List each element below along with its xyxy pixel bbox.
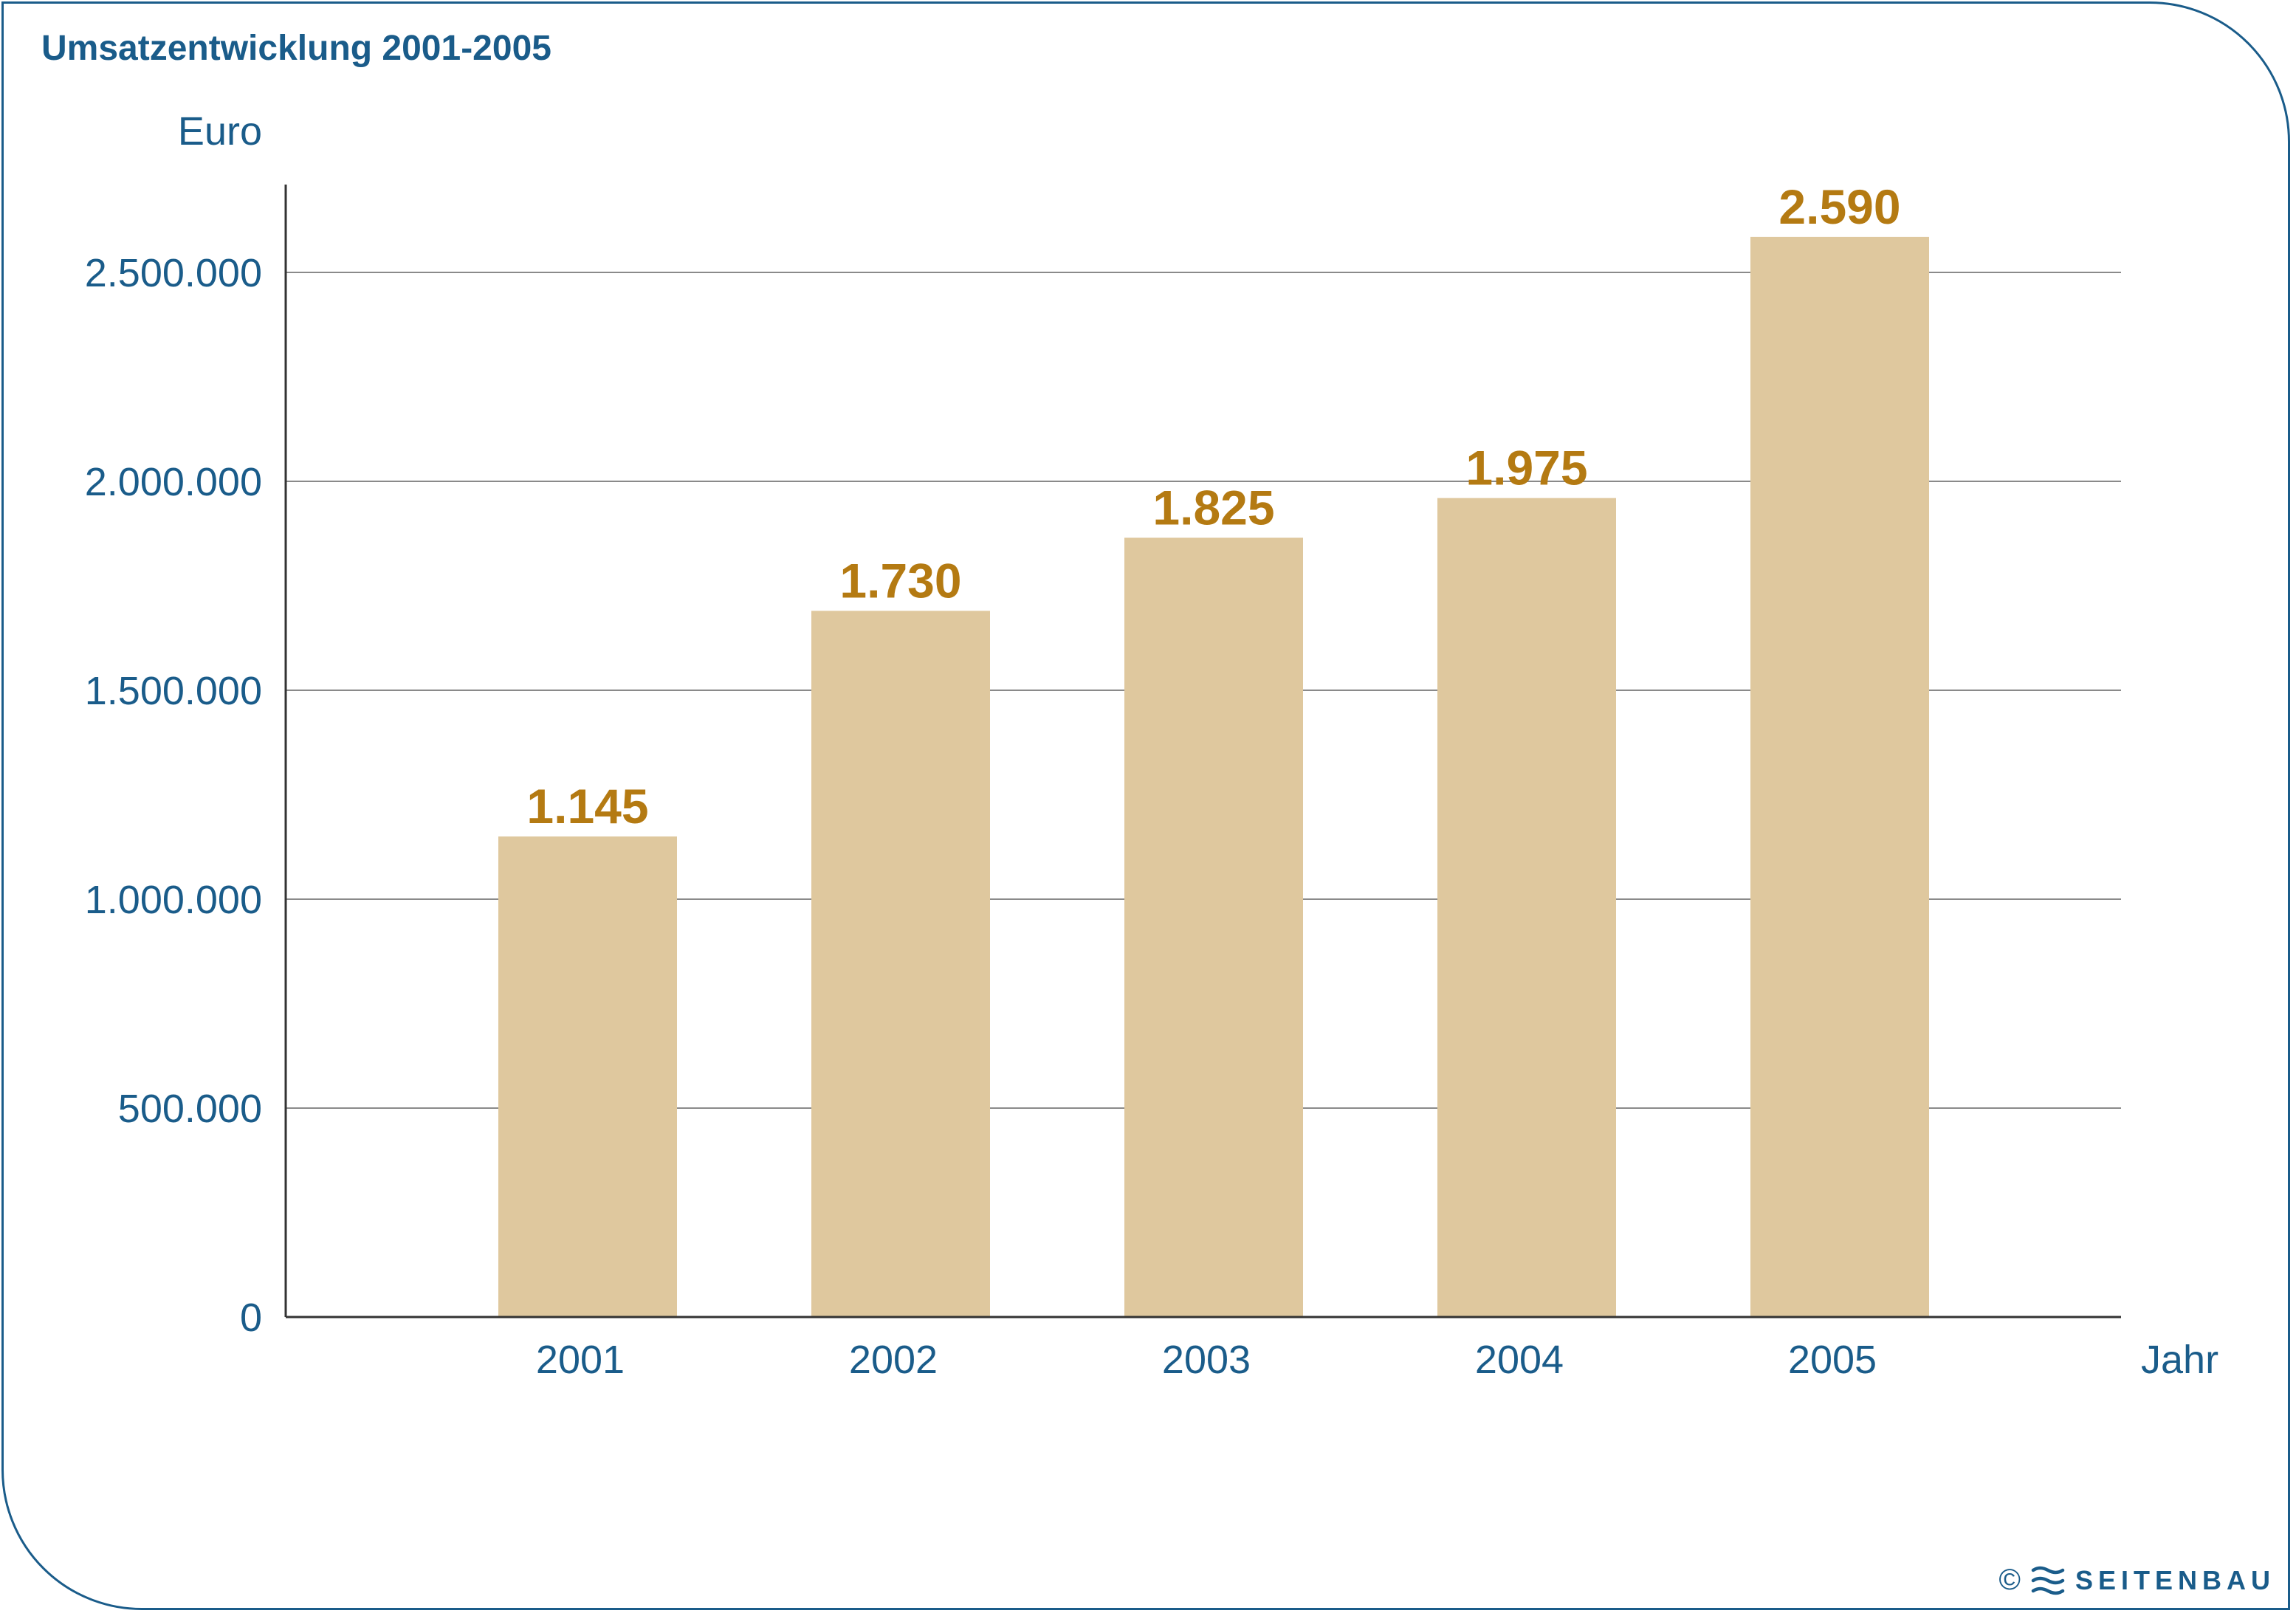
y-tick-label: 500.000 bbox=[118, 1087, 262, 1131]
data-label-2001: 1.145 bbox=[526, 779, 648, 833]
data-label-2004: 1.975 bbox=[1465, 441, 1587, 495]
x-tick-labels: 2001 2002 2003 2004 2005 bbox=[536, 1338, 1877, 1382]
y-tick-label: 1.000.000 bbox=[85, 878, 262, 922]
bar-2004 bbox=[1437, 498, 1616, 1317]
copyright-symbol: © bbox=[1998, 1564, 2021, 1596]
y-tick-label: 0 bbox=[240, 1296, 262, 1340]
bar-2005 bbox=[1750, 236, 1929, 1317]
footer: © SEITENBAU bbox=[1998, 1564, 2275, 1597]
data-label-2003: 1.825 bbox=[1152, 480, 1274, 534]
bars bbox=[498, 236, 1929, 1318]
bar-2001 bbox=[498, 836, 677, 1317]
x-tick-label: 2005 bbox=[1788, 1338, 1877, 1382]
x-axis-label: Jahr bbox=[2141, 1338, 2218, 1382]
brand-name: SEITENBAU bbox=[2075, 1564, 2275, 1595]
y-tick-label: 2.000.000 bbox=[85, 460, 262, 504]
bar-2003 bbox=[1124, 537, 1303, 1318]
data-label-2005: 2.590 bbox=[1778, 179, 1900, 234]
x-tick-label: 2003 bbox=[1162, 1338, 1251, 1382]
seitenbau-wave-icon bbox=[2031, 1566, 2065, 1595]
x-tick-label: 2001 bbox=[536, 1338, 625, 1382]
y-tick-label: 1.500.000 bbox=[85, 669, 262, 713]
data-label-2002: 1.730 bbox=[839, 553, 961, 608]
y-tick-labels: 0 500.000 1.000.000 1.500.000 2.000.000 2.500… bbox=[85, 251, 262, 1340]
axes bbox=[284, 185, 2121, 1318]
y-tick-label: 2.500.000 bbox=[85, 251, 262, 295]
data-labels: 1.145 1.730 1.825 1.975 2.590 bbox=[526, 179, 1900, 833]
chart-title: Umsatzentwicklung 2001-2005 bbox=[41, 29, 551, 68]
x-tick-label: 2002 bbox=[849, 1338, 938, 1382]
x-tick-label: 2004 bbox=[1475, 1338, 1564, 1382]
y-axis-label: Euro bbox=[178, 109, 262, 154]
bar-2002 bbox=[811, 611, 990, 1317]
